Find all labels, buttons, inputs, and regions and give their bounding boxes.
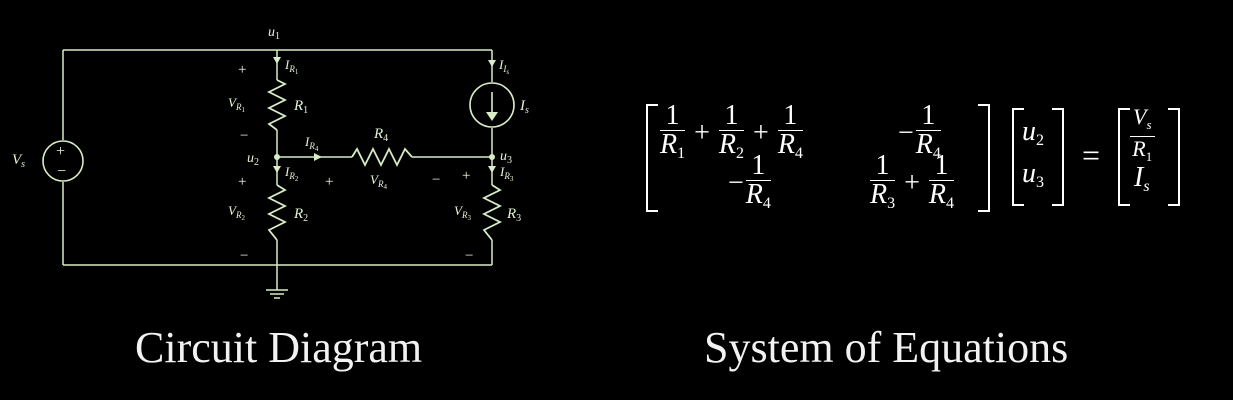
source-is-label: Is (519, 98, 529, 116)
vr1-plus: + (238, 62, 246, 78)
voltage-vr2-label: VR2 (228, 203, 245, 222)
voltage-vr1-label: VR1 (228, 95, 245, 114)
current-ir2-label: IR2 (284, 164, 299, 183)
vector-b-right-bracket (1168, 108, 1180, 206)
equals-sign: = (1082, 137, 1101, 173)
source-vs-label: Vs (12, 152, 25, 170)
node-u3-dot (489, 154, 495, 160)
vector-b-left-bracket (1118, 108, 1130, 206)
node-u3-label: u3 (500, 149, 512, 166)
matrix-m11: 1 R1 + 1 R2 + 1 R4 (660, 100, 803, 162)
circuit-diagram-caption: Circuit Diagram (135, 323, 423, 372)
node-u1-label: u1 (268, 25, 280, 42)
current-ir3-label: IR3 (499, 164, 514, 183)
vr4-plus: + (325, 174, 333, 190)
resistor-r1-label: R1 (293, 98, 308, 116)
vr2-minus: − (240, 248, 248, 264)
vector-b2: Is (1134, 162, 1150, 195)
vector-u-left-bracket (1012, 108, 1024, 206)
current-source-arrow-icon (486, 112, 498, 121)
vr1-minus: − (240, 128, 248, 144)
voltage-source-minus: − (57, 163, 66, 180)
arrow-ir4-icon (314, 153, 322, 161)
matrix-right-bracket (978, 104, 990, 212)
voltage-vr3-label: VR3 (454, 203, 471, 222)
current-ir4-label: IR4 (304, 134, 319, 153)
matrix-m22: 1 R3 + 1 R4 (870, 150, 955, 212)
arrow-ir3-icon (488, 166, 496, 173)
resistor-r4-label: R4 (373, 126, 388, 144)
arrow-ir1-icon (273, 57, 281, 64)
system-of-equations-caption: System of Equations (704, 323, 1069, 372)
vr3-minus: − (465, 248, 473, 264)
vr4-minus: − (432, 172, 440, 188)
current-ir1-label: IR1 (284, 57, 299, 76)
vector-b1: Vs R1 (1128, 106, 1157, 169)
circuit-wires (62, 49, 493, 299)
matrix-m12: −1 R4 (898, 100, 941, 162)
arrow-ir2-icon (273, 166, 281, 173)
resistor-r2 (266, 184, 288, 241)
vector-u2: u2 (1022, 116, 1044, 149)
node-u2-dot (274, 154, 280, 160)
voltage-source-icon (42, 140, 84, 182)
resistor-r3-label: R3 (506, 206, 521, 224)
vr2-plus: + (238, 174, 246, 190)
matrix-left-bracket (646, 104, 658, 212)
arrow-iis-icon (488, 60, 496, 67)
matrix-m21: −1 R4 (728, 150, 771, 212)
current-source-icon (469, 82, 515, 128)
vr3-plus: + (462, 168, 470, 184)
resistor-r1 (266, 79, 288, 131)
resistor-r2-label: R2 (293, 206, 308, 224)
current-iis-label: IIs (498, 57, 509, 76)
resistor-r4 (351, 146, 413, 168)
node-u2-label: u2 (247, 151, 259, 168)
vector-u3: u3 (1022, 158, 1044, 191)
resistor-r3 (481, 184, 503, 241)
voltage-vr4-label: VR4 (370, 172, 387, 191)
system-of-equations: 1 R1 + 1 R2 + 1 R4 −1 R4 −1 R4 1 R3 + 1 R4 u2 u… (640, 90, 1200, 230)
circuit-diagram: + − u1 u2 u3 Vs Is R1 R2 R3 R4 IR1 IR2 I… (12, 25, 529, 299)
vector-u-right-bracket (1052, 108, 1064, 206)
voltage-source-plus: + (56, 143, 65, 160)
